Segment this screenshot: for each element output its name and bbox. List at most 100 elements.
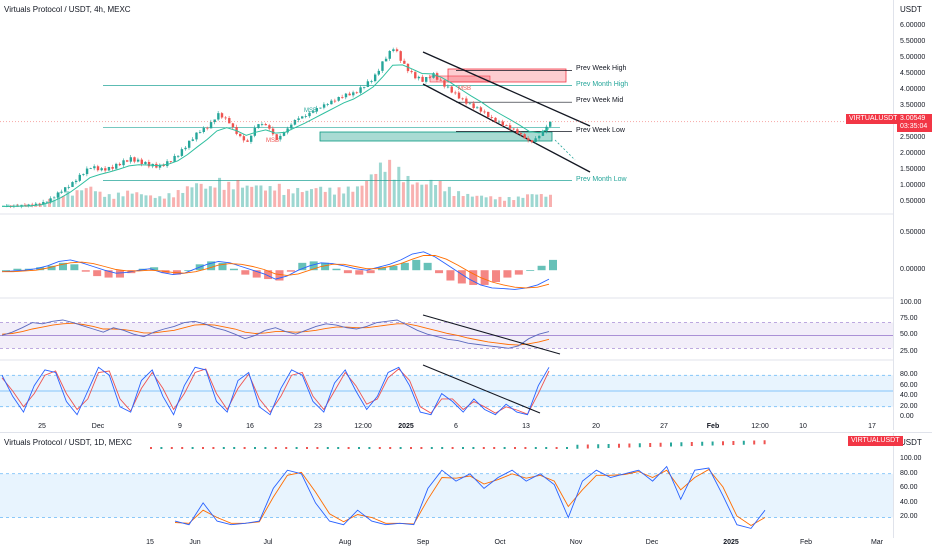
volume-bar: [43, 202, 47, 207]
daily-candle: [441, 447, 444, 449]
daily-candle: [306, 447, 308, 449]
daily-candle: [628, 443, 631, 448]
volume-bar: [282, 194, 286, 207]
candle: [78, 174, 81, 181]
daily-candle: [399, 447, 402, 449]
candle: [82, 174, 85, 175]
daily-candle: [482, 447, 485, 449]
candle: [527, 138, 530, 141]
level-label: Prev Week High: [576, 65, 627, 73]
volume-bar: [447, 186, 451, 207]
candle: [191, 139, 195, 141]
candle: [508, 125, 512, 129]
volume-bar: [498, 196, 502, 207]
candle: [49, 198, 52, 202]
daily-candle: [212, 447, 215, 449]
volume-bar: [466, 193, 470, 207]
candle: [271, 128, 275, 135]
daily-time-tick-label: 2025: [723, 539, 739, 546]
volume-bar: [401, 182, 405, 207]
macd-histogram-bar: [400, 262, 409, 271]
pane-separator[interactable]: [0, 432, 932, 433]
volume-bar: [181, 192, 185, 207]
macd-histogram-bar: [252, 270, 261, 278]
volume-bar: [300, 192, 304, 207]
daily-candle: [545, 447, 548, 449]
volume-bar: [130, 193, 134, 207]
candle: [27, 204, 30, 206]
candle: [38, 203, 41, 205]
channel-lower: [422, 83, 591, 173]
macd-histogram-bar: [309, 261, 318, 271]
candle: [162, 164, 165, 167]
macd-histogram-bar: [457, 270, 466, 284]
daily-candle: [410, 447, 412, 449]
volume-bar: [429, 179, 433, 207]
candle: [96, 166, 100, 171]
daily-stoch-tick-label: 20.00: [900, 513, 918, 521]
macd-histogram-bar: [549, 259, 557, 271]
candle: [184, 147, 187, 150]
volume-bar: [149, 195, 153, 207]
candle: [45, 201, 49, 203]
volume-bar: [57, 192, 61, 207]
price-tick-label: 5.00000: [900, 54, 926, 62]
volume-bar: [452, 196, 456, 207]
candle: [249, 135, 253, 142]
volume-bar: [516, 196, 520, 207]
candle: [104, 168, 107, 171]
candle: [450, 86, 453, 93]
supply-zone-inner: [429, 75, 491, 83]
candle: [177, 155, 180, 157]
candle: [89, 168, 92, 170]
time-tick-label: Dec: [91, 423, 105, 430]
volume-bar: [116, 192, 120, 207]
volume-bar: [369, 174, 373, 207]
daily-stoch-tick-label: 40.00: [900, 498, 918, 506]
volume-bar: [241, 187, 245, 207]
level-label: Prev Month High: [576, 80, 629, 88]
volume-bar: [75, 190, 79, 207]
candle: [293, 119, 297, 125]
daily-candle: [243, 447, 246, 449]
candle: [479, 107, 483, 112]
candle: [180, 149, 184, 156]
candle: [530, 140, 534, 143]
demand-zone: [319, 131, 553, 142]
volume-bar: [286, 189, 290, 207]
candle: [253, 127, 257, 136]
volume-bar: [346, 186, 350, 207]
volume-bar: [93, 191, 97, 207]
daily-stoch-tick-label: 60.00: [900, 484, 918, 492]
volume-bar: [213, 187, 217, 207]
level-label: Prev Month Low: [576, 175, 627, 183]
candle: [67, 186, 71, 188]
volume-bar: [250, 186, 254, 207]
daily-candle: [285, 447, 288, 449]
daily-candle: [534, 447, 537, 449]
candle: [140, 159, 143, 164]
volume-bar: [208, 186, 212, 207]
volume-bar: [526, 194, 530, 207]
macd-histogram-bar: [332, 268, 341, 271]
daily-candle: [368, 447, 371, 449]
candle: [217, 113, 220, 120]
macd-histogram-bar: [343, 270, 352, 274]
price-axis[interactable]: [893, 0, 932, 430]
volume-bar: [199, 183, 203, 207]
candle: [348, 93, 351, 96]
volume-bar: [342, 193, 346, 207]
daily-candle: [347, 447, 350, 449]
candle: [71, 182, 74, 187]
candle: [268, 125, 271, 129]
daily-time-tick-label: Nov: [569, 539, 583, 546]
volume-bar: [305, 190, 309, 207]
macd-line: [1, 251, 550, 290]
macd-histogram-bar: [366, 270, 375, 274]
daily-candle: [150, 447, 152, 449]
bottom-price-axis[interactable]: [893, 432, 932, 538]
candle: [56, 192, 60, 198]
candle: [257, 124, 260, 128]
volume-bar: [438, 180, 442, 207]
